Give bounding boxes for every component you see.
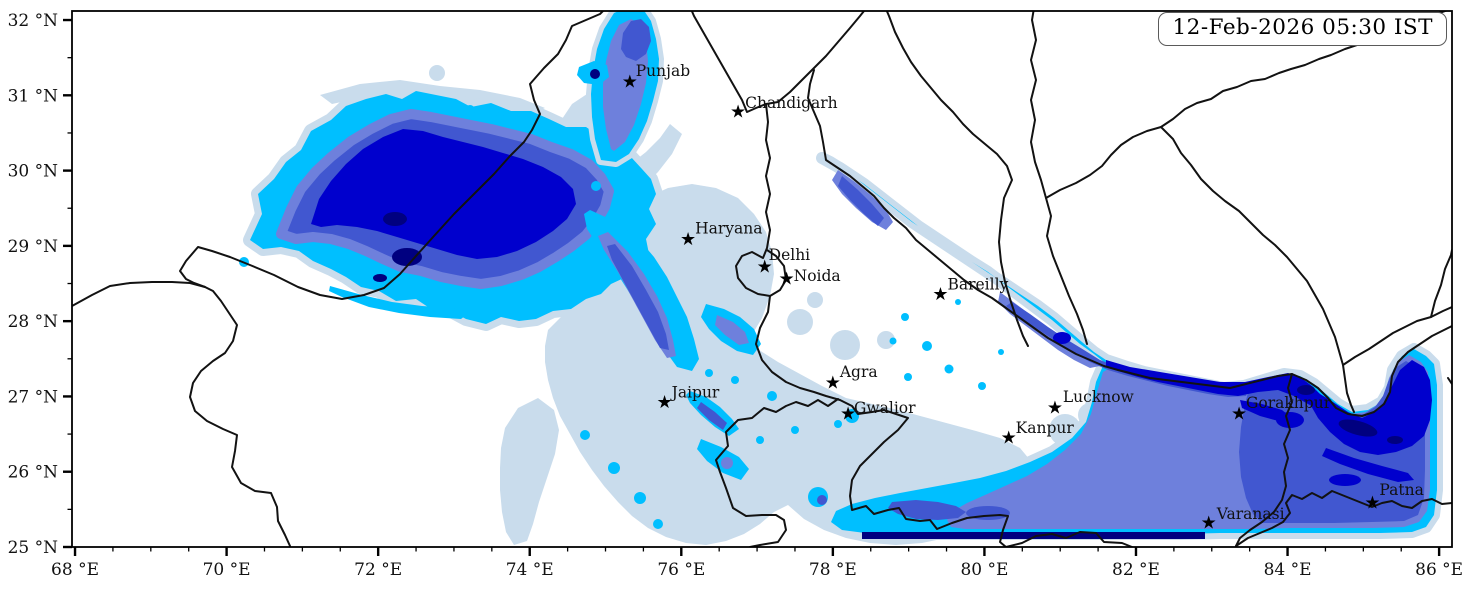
city-star-icon: ★ (757, 257, 773, 278)
city-haryana: ★Haryana (680, 219, 762, 250)
north-plume (577, 11, 659, 162)
city-label: Haryana (695, 219, 762, 237)
x-tick-label: 86 °E (1415, 560, 1463, 580)
x-tick-label: 82 °E (1112, 560, 1160, 580)
city-star-icon: ★ (622, 72, 638, 93)
city-star-icon: ★ (779, 269, 795, 290)
x-tick-label: 80 °E (960, 560, 1008, 580)
x-tick-label: 70 °E (203, 560, 251, 580)
city-label: Bareilly (947, 275, 1008, 293)
city-star-icon: ★ (840, 404, 856, 425)
y-tick-label: 25 °N (8, 538, 59, 558)
x-tick-label: 84 °E (1264, 560, 1312, 580)
city-label: Lucknow (1063, 388, 1135, 406)
city-patna: ★Patna (1364, 481, 1424, 513)
city-label: Jaipur (670, 384, 720, 402)
city-star-icon: ★ (1047, 397, 1063, 418)
y-tick-label: 28 °N (8, 312, 59, 332)
city-markers: ★Punjab★Chandigarh★Haryana★Delhi★Noida★B… (622, 62, 1424, 534)
east-fog-region (822, 158, 1437, 539)
city-label: Gorakhpur (1246, 394, 1332, 412)
axes: 68 °E 70 °E 72 °E 74 °E 76 °E 78 °E 80 °E 82 °E… (8, 11, 1464, 580)
timestamp-badge: 12-Feb-2026 05:30 IST (1158, 12, 1447, 46)
city-varanasi: ★ Varanasi (1201, 505, 1285, 534)
city-star-icon: ★ (680, 229, 696, 250)
y-tick-label: 26 °N (8, 463, 59, 483)
west-fog-blob (239, 91, 656, 324)
city-star-icon: ★ (932, 284, 948, 305)
city-chandigarh: ★Chandigarh (730, 94, 838, 123)
city-punjab: ★Punjab (622, 62, 691, 93)
city-label: Delhi (769, 246, 811, 264)
x-tick-label: 76 °E (657, 560, 705, 580)
city-label: Punjab (636, 62, 690, 80)
city-star-icon: ★ (657, 392, 673, 413)
city-jaipur: ★Jaipur (657, 384, 720, 414)
map-frame (71, 10, 1453, 548)
city-agra: ★Agra (825, 363, 878, 394)
city-star-icon: ★ (1201, 513, 1217, 534)
city-bareilly: ★Bareilly (932, 275, 1008, 305)
y-tick-label: 32 °N (8, 11, 59, 31)
y-tick-label: 27 °N (8, 387, 59, 407)
city-noida: ★Noida (779, 267, 841, 290)
city-star-icon: ★ (825, 373, 841, 394)
central-fog-streaks (580, 181, 1004, 529)
city-label: Kanpur (1016, 419, 1075, 437)
city-label: Noida (794, 267, 841, 285)
y-tick-label: 31 °N (8, 86, 59, 106)
city-label: Chandigarh (745, 94, 838, 112)
city-star-icon: ★ (730, 102, 746, 123)
city-label: Agra (839, 363, 878, 381)
city-label: Patna (1379, 481, 1423, 499)
city-label: Varanasi (1216, 505, 1285, 523)
city-delhi: ★Delhi (757, 246, 811, 278)
x-tick-label: 78 °E (809, 560, 857, 580)
city-kanpur: ★Kanpur (1001, 419, 1075, 449)
city-star-icon: ★ (1231, 404, 1247, 425)
x-tick-label: 68 °E (51, 560, 99, 580)
y-tick-label: 29 °N (8, 237, 59, 257)
city-gwalior: ★Gwalior (840, 399, 916, 425)
city-star-icon: ★ (1001, 428, 1017, 449)
city-gorakhpur: ★Gorakhpur (1231, 394, 1332, 425)
y-tick-label: 30 °N (8, 162, 59, 182)
city-lucknow: ★Lucknow (1047, 388, 1135, 419)
x-tick-label: 72 °E (354, 560, 402, 580)
city-label: Gwalior (854, 399, 916, 417)
x-tick-label: 74 °E (506, 560, 554, 580)
city-star-icon: ★ (1364, 492, 1380, 513)
